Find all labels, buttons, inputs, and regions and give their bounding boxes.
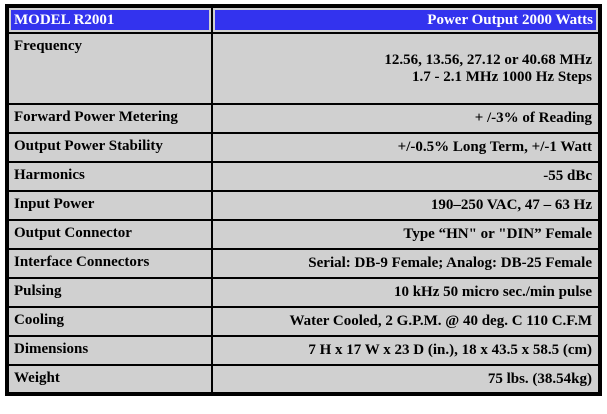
row-value: 7 H x 17 W x 23 D (in.), 18 x 43.5 x 58.… xyxy=(211,335,601,366)
row-label: Input Power xyxy=(6,190,213,221)
row-value: 12.56, 13.56, 27.12 or 40.68 MHz 1.7 - 2… xyxy=(211,32,601,105)
row-label: Weight xyxy=(6,364,213,395)
spec-row-cooling: Cooling Water Cooled, 2 G.P.M. @ 40 deg.… xyxy=(6,306,601,337)
row-label: Output Power Stability xyxy=(6,132,213,163)
row-label: Pulsing xyxy=(6,277,213,308)
spec-row-forward-power-metering: Forward Power Metering + /-3% of Reading xyxy=(6,103,601,134)
row-value: 190–250 VAC, 47 – 63 Hz xyxy=(211,190,601,221)
row-label: Output Connector xyxy=(6,219,213,250)
spec-row-interface-connectors: Interface Connectors Serial: DB-9 Female… xyxy=(6,248,601,279)
model-header-cell: MODEL R2001 xyxy=(6,5,213,34)
row-label: Interface Connectors xyxy=(6,248,213,279)
row-label: Cooling xyxy=(6,306,213,337)
row-label: Forward Power Metering xyxy=(6,103,213,134)
row-value: -55 dBc xyxy=(211,161,601,192)
row-label: Harmonics xyxy=(6,161,213,192)
row-value: 10 kHz 50 micro sec./min pulse xyxy=(211,277,601,308)
spec-row-output-connector: Output Connector Type “HN" or "DIN” Fema… xyxy=(6,219,601,250)
row-value: Serial: DB-9 Female; Analog: DB-25 Femal… xyxy=(211,248,601,279)
row-value: Type “HN" or "DIN” Female xyxy=(211,219,601,250)
power-output-title: Power Output 2000 Watts xyxy=(215,10,596,30)
spec-row-pulsing: Pulsing 10 kHz 50 micro sec./min pulse xyxy=(6,277,601,308)
row-label: Dimensions xyxy=(6,335,213,366)
row-value: + /-3% of Reading xyxy=(211,103,601,134)
frequency-value-line-2: 1.7 - 2.1 MHz 1000 Hz Steps xyxy=(412,68,592,85)
model-title: MODEL R2001 xyxy=(11,10,209,30)
spec-row-weight: Weight 75 lbs. (38.54kg) xyxy=(6,364,601,395)
spec-row-input-power: Input Power 190–250 VAC, 47 – 63 Hz xyxy=(6,190,601,221)
spec-table: MODEL R2001 Power Output 2000 Watts Freq… xyxy=(5,4,602,396)
row-value: Water Cooled, 2 G.P.M. @ 40 deg. C 110 C… xyxy=(211,306,601,337)
spec-row-dimensions: Dimensions 7 H x 17 W x 23 D (in.), 18 x… xyxy=(6,335,601,366)
header-row: MODEL R2001 Power Output 2000 Watts xyxy=(6,5,601,34)
spec-row-output-power-stability: Output Power Stability +/-0.5% Long Term… xyxy=(6,132,601,163)
power-output-header-cell: Power Output 2000 Watts xyxy=(211,5,601,34)
row-value: +/-0.5% Long Term, +/-1 Watt xyxy=(211,132,601,163)
row-label: Frequency xyxy=(6,32,213,105)
spec-row-harmonics: Harmonics -55 dBc xyxy=(6,161,601,192)
frequency-value-line-1: 12.56, 13.56, 27.12 or 40.68 MHz xyxy=(384,51,592,68)
spec-row-frequency: Frequency 12.56, 13.56, 27.12 or 40.68 M… xyxy=(6,32,601,105)
row-value: 75 lbs. (38.54kg) xyxy=(211,364,601,395)
